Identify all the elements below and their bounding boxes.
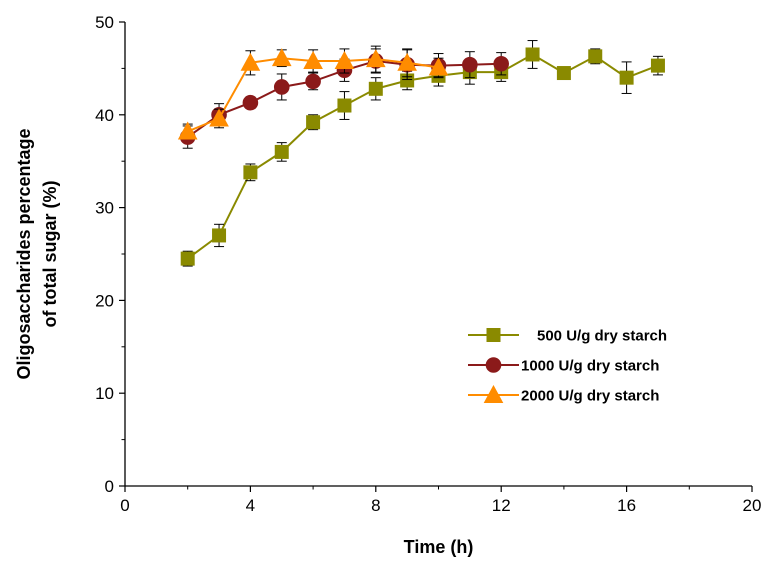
- legend-label: 2000 U/g dry starch: [521, 388, 659, 405]
- y-tick-label: 30: [95, 199, 114, 218]
- data-point-triangle: [428, 57, 449, 76]
- data-point-circle: [242, 94, 259, 111]
- legend-label: 1000 U/g dry starch: [521, 358, 659, 375]
- x-tick-label: 4: [246, 496, 255, 515]
- data-point-square: [243, 165, 258, 180]
- y-tick-label: 50: [95, 13, 114, 32]
- x-tick-label: 8: [371, 496, 380, 515]
- data-point-square: [525, 47, 540, 62]
- y-tick-label: 20: [95, 291, 114, 310]
- y-axis-title-line: Oligosaccharides percentage: [14, 128, 34, 379]
- axes: 0 4 8 12 16 20 0 10 20 30 40 50: [95, 13, 761, 515]
- legend-item-1: 500 U/g dry starch: [468, 328, 667, 345]
- data-point-circle: [305, 73, 321, 90]
- series-1: [180, 40, 665, 267]
- x-tick-label: 12: [492, 496, 511, 515]
- data-point-triangle: [365, 49, 386, 68]
- data-point-square: [650, 58, 665, 73]
- data-point-square: [274, 144, 289, 159]
- legend: 500 U/g dry starch 1000 U/g dry starch 200…: [468, 328, 667, 405]
- series-3: [177, 45, 449, 140]
- data-point-triangle: [240, 52, 261, 71]
- data-point-square: [306, 115, 321, 130]
- data-point-square: [337, 98, 352, 113]
- data-point-circle: [462, 56, 478, 73]
- x-tick-label: 0: [120, 496, 129, 515]
- data-point-triangle: [397, 52, 417, 71]
- data-point-square: [486, 328, 501, 342]
- data-point-square: [212, 228, 227, 243]
- legend-item-3: 2000 U/g dry starch: [468, 384, 659, 405]
- data-point-square: [368, 81, 383, 96]
- series-layer: [177, 40, 665, 267]
- data-point-circle: [493, 55, 510, 72]
- x-axis-title: Time (h): [404, 537, 474, 557]
- y-tick-label: 40: [95, 106, 114, 125]
- data-point-circle: [273, 79, 290, 95]
- legend-item-2: 1000 U/g dry starch: [468, 357, 659, 375]
- series-line: [187, 53, 659, 260]
- data-point-triangle: [303, 50, 323, 69]
- data-point-circle: [485, 357, 502, 373]
- legend-label: 500 U/g dry starch: [537, 328, 667, 345]
- data-point-square: [180, 251, 195, 266]
- data-point-triangle: [334, 50, 355, 69]
- x-tick-label: 16: [617, 496, 636, 515]
- data-point-triangle: [271, 48, 292, 67]
- data-point-square: [619, 70, 634, 85]
- data-point-triangle: [177, 121, 198, 140]
- data-point-triangle: [209, 108, 229, 127]
- y-tick-label: 10: [95, 384, 114, 403]
- data-point-triangle: [483, 384, 504, 403]
- y-axis-title: Oligosaccharides percentage of total suga…: [14, 128, 60, 379]
- x-tick-label: 20: [743, 496, 762, 515]
- y-axis-title-line: of total sugar (%): [40, 180, 60, 327]
- data-point-square: [556, 66, 571, 81]
- y-tick-label: 0: [105, 477, 114, 496]
- data-point-square: [588, 49, 603, 64]
